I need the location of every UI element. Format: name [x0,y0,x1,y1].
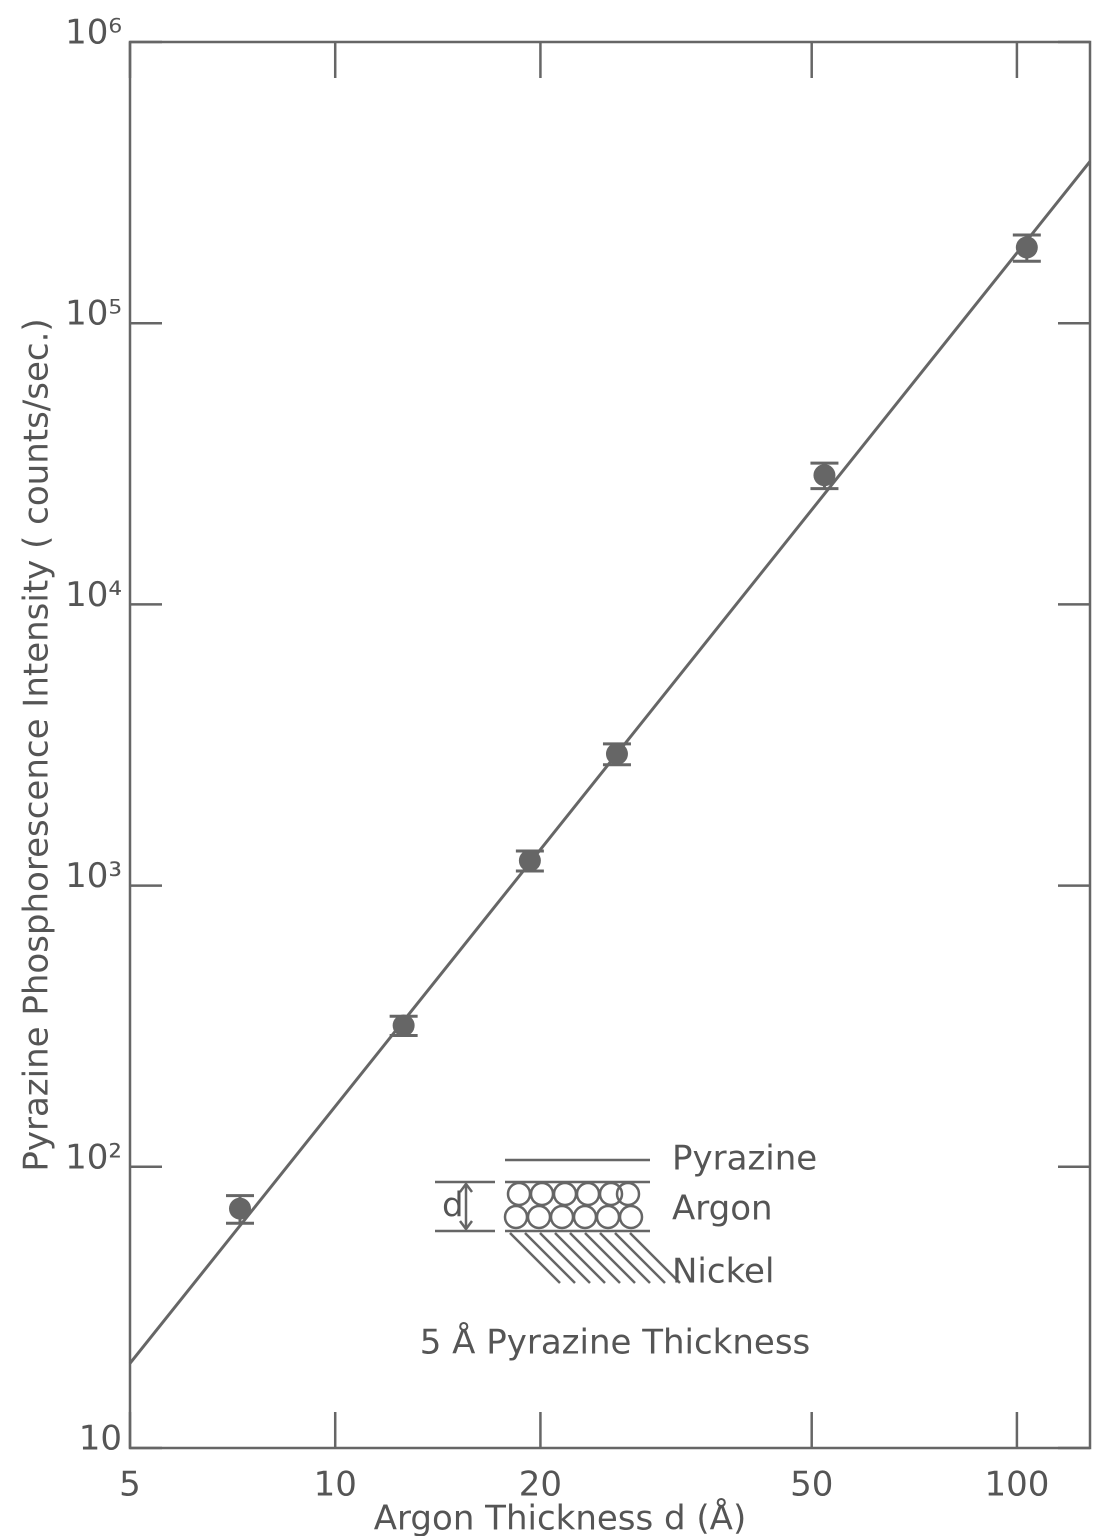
x-tick-label: 100 [984,1465,1049,1505]
y-tick-label: 10 [79,1419,122,1459]
data-point [229,1198,251,1220]
data-point [606,743,628,765]
data-point [1016,236,1038,258]
inset-label: Argon [672,1189,773,1229]
inset-label: Nickel [672,1252,774,1292]
y-tick-label: 10² [65,1137,122,1177]
data-point [519,850,541,872]
y-tick-label: 10³ [65,856,122,896]
y-tick-label: 10⁶ [65,13,122,53]
y-tick-label: 10⁴ [65,575,122,615]
data-point [813,464,835,486]
x-tick-label: 50 [790,1465,833,1505]
y-tick-label: 10⁵ [65,294,122,334]
x-tick-label: 20 [519,1465,562,1505]
data-point [393,1015,415,1037]
y-axis-label: Pyrazine Phosphorescence Intensity ( cou… [17,318,57,1171]
inset-label: Pyrazine [672,1139,817,1179]
chart: Pyrazine Argon Nickel d 5 Å Pyrazine Thi… [0,0,1100,1536]
x-tick-label: 10 [314,1465,357,1505]
x-tick-label: 5 [119,1465,141,1505]
inset-label: d [442,1186,464,1226]
annotation: 5 Å Pyrazine Thickness [420,1322,811,1363]
inset-diagram [435,1160,680,1283]
